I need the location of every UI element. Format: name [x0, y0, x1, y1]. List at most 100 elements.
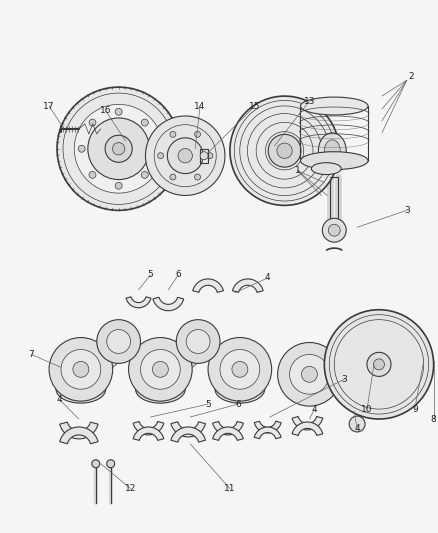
Text: 4: 4 [311, 405, 317, 414]
Circle shape [220, 350, 260, 389]
Ellipse shape [300, 97, 368, 115]
Polygon shape [233, 279, 263, 292]
Circle shape [167, 138, 203, 174]
Circle shape [152, 146, 159, 152]
Circle shape [207, 153, 213, 159]
Circle shape [277, 143, 292, 158]
Ellipse shape [135, 375, 185, 403]
Circle shape [194, 174, 201, 180]
Circle shape [194, 132, 201, 138]
Text: 4: 4 [265, 273, 271, 282]
Ellipse shape [318, 133, 346, 168]
Circle shape [145, 116, 225, 196]
Text: 16: 16 [100, 107, 112, 116]
Polygon shape [292, 416, 323, 430]
Circle shape [74, 104, 163, 193]
Text: 13: 13 [304, 96, 315, 106]
Circle shape [374, 359, 385, 370]
Circle shape [186, 329, 210, 353]
Circle shape [129, 337, 192, 401]
Text: 9: 9 [412, 405, 417, 414]
Polygon shape [193, 279, 223, 292]
Text: 14: 14 [194, 101, 206, 110]
Polygon shape [134, 332, 141, 377]
Text: 17: 17 [43, 101, 55, 110]
Circle shape [89, 172, 96, 179]
Polygon shape [101, 332, 134, 377]
Text: 2: 2 [408, 72, 413, 80]
Circle shape [113, 143, 125, 155]
Circle shape [57, 87, 180, 211]
Circle shape [89, 119, 96, 126]
Circle shape [232, 361, 248, 377]
Ellipse shape [324, 140, 340, 161]
Circle shape [176, 320, 220, 364]
Text: 6: 6 [235, 400, 241, 409]
Circle shape [92, 460, 100, 468]
Circle shape [170, 132, 176, 138]
Text: 1: 1 [295, 166, 300, 175]
Polygon shape [171, 422, 205, 437]
Text: 5: 5 [148, 270, 153, 279]
Text: 11: 11 [224, 484, 236, 493]
Text: 15: 15 [249, 101, 261, 110]
Text: 12: 12 [125, 484, 136, 493]
Circle shape [278, 343, 341, 406]
Text: 6: 6 [175, 270, 181, 279]
Text: 3: 3 [404, 206, 410, 215]
Circle shape [268, 134, 301, 167]
Polygon shape [292, 422, 323, 435]
Polygon shape [60, 422, 98, 439]
Circle shape [107, 329, 131, 353]
Circle shape [115, 108, 122, 115]
Polygon shape [254, 421, 281, 433]
Polygon shape [180, 332, 214, 377]
Circle shape [152, 361, 168, 377]
Ellipse shape [56, 375, 106, 403]
Circle shape [208, 337, 272, 401]
Circle shape [328, 224, 340, 236]
Circle shape [141, 350, 180, 389]
Ellipse shape [311, 163, 341, 175]
Circle shape [73, 361, 89, 377]
Circle shape [349, 416, 365, 432]
Polygon shape [60, 427, 98, 444]
Circle shape [322, 219, 346, 242]
Circle shape [170, 174, 176, 180]
Circle shape [88, 118, 149, 180]
Polygon shape [254, 427, 281, 439]
Circle shape [290, 354, 329, 394]
Polygon shape [214, 332, 220, 377]
Polygon shape [212, 422, 243, 435]
Circle shape [178, 149, 192, 163]
Text: 3: 3 [341, 375, 347, 384]
Polygon shape [133, 427, 164, 440]
Polygon shape [133, 422, 164, 435]
Circle shape [230, 96, 339, 205]
Ellipse shape [300, 152, 368, 169]
Polygon shape [171, 427, 205, 442]
Polygon shape [153, 297, 184, 311]
Circle shape [141, 119, 148, 126]
Circle shape [97, 320, 141, 364]
Circle shape [115, 182, 122, 189]
Circle shape [105, 135, 132, 163]
Circle shape [78, 146, 85, 152]
Circle shape [61, 350, 101, 389]
Text: 5: 5 [205, 400, 211, 409]
Circle shape [301, 366, 318, 382]
Circle shape [200, 152, 208, 160]
Circle shape [107, 460, 115, 468]
Text: 7: 7 [28, 350, 34, 359]
Text: 4: 4 [354, 424, 360, 433]
Text: 8: 8 [431, 415, 437, 424]
Text: 10: 10 [361, 405, 373, 414]
Circle shape [49, 337, 113, 401]
Circle shape [158, 153, 163, 159]
Circle shape [141, 172, 148, 179]
Text: 4: 4 [56, 394, 62, 403]
Polygon shape [126, 297, 151, 308]
Polygon shape [212, 427, 243, 440]
Ellipse shape [215, 375, 265, 403]
Circle shape [324, 310, 434, 419]
